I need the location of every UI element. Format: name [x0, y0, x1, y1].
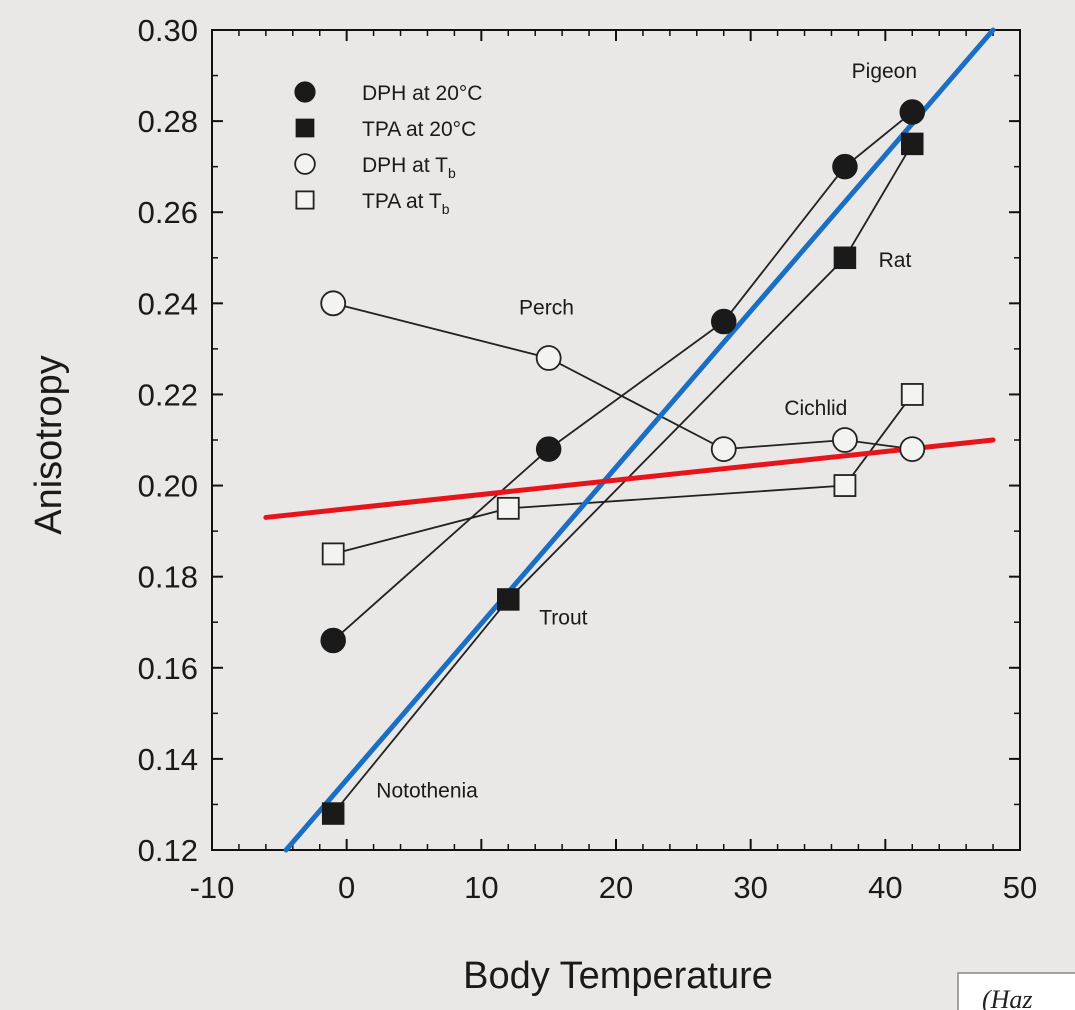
legend-entry-label: DPH at Tb	[362, 154, 456, 181]
legend-subscript: b	[442, 201, 450, 217]
data-point-s3	[498, 498, 519, 519]
y-tick-label: 0.22	[138, 377, 198, 412]
y-tick-label: 0.28	[138, 104, 198, 139]
legend-entry-label: TPA at 20°C	[362, 118, 476, 141]
plot-frame	[212, 30, 1020, 850]
legend-entry-label: DPH at 20°C	[362, 82, 482, 105]
data-point-s1	[323, 803, 344, 824]
data-point-s1	[902, 133, 923, 154]
plot-area-border	[212, 30, 1020, 850]
data-point-s1	[834, 247, 855, 268]
data-point-s2	[321, 291, 345, 315]
credit-text: (Haz	[982, 985, 1033, 1010]
legend-marker	[295, 154, 315, 174]
annotation-label: Pigeon	[852, 60, 917, 83]
data-point-s1	[498, 589, 519, 610]
trend-line-0	[286, 30, 993, 850]
y-tick-label: 0.24	[138, 286, 198, 321]
y-tick-label: 0.26	[138, 195, 198, 230]
x-axis-label: Body Temperature	[463, 955, 773, 997]
data-point-s2	[833, 428, 857, 452]
series-line-2	[333, 303, 912, 449]
data-point-s3	[902, 384, 923, 405]
x-tick-label: 30	[733, 870, 767, 905]
legend: DPH at 20°C TPA at 20°C DPH at Tb TPA at Tb	[295, 82, 482, 217]
annotation-label: Rat	[879, 249, 912, 272]
data-point-s2	[712, 437, 736, 461]
y-tick-label: 0.20	[138, 469, 198, 504]
y-axis-label: Anisotropy	[28, 355, 70, 535]
data-point-s2	[537, 346, 561, 370]
data-point-s0	[537, 437, 561, 461]
data-point-s3	[834, 475, 855, 496]
data-point-s0	[712, 310, 736, 334]
x-tick-label: -10	[190, 870, 235, 905]
trend-lines	[266, 30, 993, 850]
y-tick-label: 0.18	[138, 560, 198, 595]
x-tick-label: 20	[599, 870, 633, 905]
y-tick-label: 0.16	[138, 651, 198, 686]
annotation-label: Trout	[539, 607, 587, 630]
annotation-label: Notothenia	[376, 780, 478, 803]
x-tick-label: 40	[868, 870, 902, 905]
legend-marker	[296, 191, 313, 208]
x-tick-label: 0	[338, 870, 355, 905]
y-tick-label: 0.30	[138, 13, 198, 48]
y-tick-label: 0.12	[138, 833, 198, 868]
legend-subscript: b	[448, 165, 456, 181]
data-point-s0	[900, 100, 924, 124]
legend-marker	[296, 119, 313, 136]
annotation-label: Perch	[519, 297, 574, 320]
data-point-s0	[833, 155, 857, 179]
legend-entry-label: TPA at Tb	[362, 190, 450, 217]
legend-marker	[295, 82, 315, 102]
data-point-s0	[321, 628, 345, 652]
y-tick-label: 0.14	[138, 742, 198, 777]
x-tick-label: 50	[1003, 870, 1037, 905]
annotation-label: Cichlid	[784, 397, 847, 420]
data-point-s3	[323, 543, 344, 564]
data-point-s2	[900, 437, 924, 461]
x-tick-label: 10	[464, 870, 498, 905]
